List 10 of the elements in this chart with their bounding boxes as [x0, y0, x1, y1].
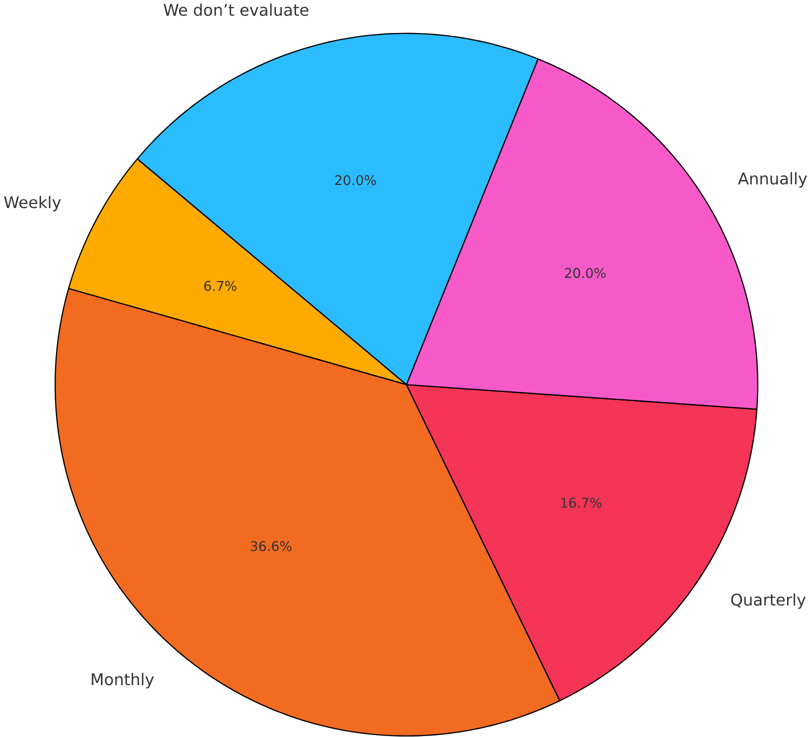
data-label: 16.7% — [561, 498, 602, 508]
data-label: 20.0% — [564, 268, 606, 278]
slice-label: Quarterly — [731, 594, 806, 610]
data-label: 6.7% — [204, 281, 236, 292]
slice-label: Annually — [738, 172, 807, 188]
data-label: 20.0% — [335, 175, 376, 186]
slice-label: We don’t evaluate — [164, 4, 308, 16]
slice-label: Monthly — [92, 673, 154, 689]
slice-label: Weekly — [4, 196, 61, 212]
data-label: 36.6% — [250, 541, 292, 552]
